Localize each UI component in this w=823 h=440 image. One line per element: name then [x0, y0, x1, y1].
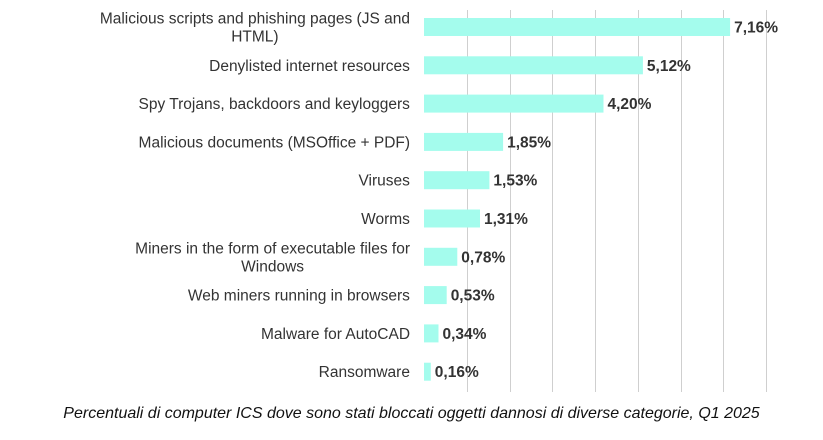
bar [424, 132, 504, 151]
value-labels: 7,16% 5,12% 4,20% 1,85% 1,53% 1,31% 0,78% 0,53%… [435, 20, 778, 382]
category-labels: Malicious scripts and phishing pages (JS… [100, 11, 410, 382]
bar [424, 247, 458, 266]
category-label: Web miners running in browsers [188, 288, 410, 305]
category-label: Ransomware [319, 364, 410, 381]
chart-caption: Percentuali di computer ICS dove sono st… [63, 405, 760, 422]
value-label: 1,31% [484, 211, 528, 228]
value-label: 4,20% [608, 96, 652, 113]
category-label: Malicious scripts and phishing pages (JS… [100, 11, 410, 46]
bar [424, 209, 480, 228]
bar [424, 171, 490, 190]
bar [424, 56, 643, 75]
value-label: 5,12% [647, 58, 691, 75]
bar [424, 94, 604, 113]
value-label: 0,78% [461, 249, 505, 266]
bar-chart: Malicious scripts and phishing pages (JS… [100, 10, 778, 392]
bar [424, 324, 439, 343]
category-label: Denylisted internet resources [209, 58, 410, 75]
value-label: 1,85% [507, 134, 551, 151]
category-label: Viruses [358, 173, 410, 190]
value-label: 1,53% [493, 173, 537, 190]
bars [424, 18, 731, 381]
value-label: 0,16% [435, 364, 479, 381]
category-label: Spy Trojans, backdoors and keyloggers [138, 96, 410, 113]
category-label: Worms [361, 211, 410, 228]
category-label: Malicious documents (MSOffice + PDF) [139, 134, 410, 151]
value-label: 0,34% [443, 326, 487, 343]
value-label: 0,53% [451, 288, 495, 305]
bar [424, 362, 431, 381]
bar [424, 286, 447, 305]
value-label: 7,16% [734, 20, 778, 37]
bar [424, 18, 731, 36]
category-label: Malware for AutoCAD [261, 326, 410, 343]
category-label: Miners in the form of executable files f… [135, 240, 410, 275]
